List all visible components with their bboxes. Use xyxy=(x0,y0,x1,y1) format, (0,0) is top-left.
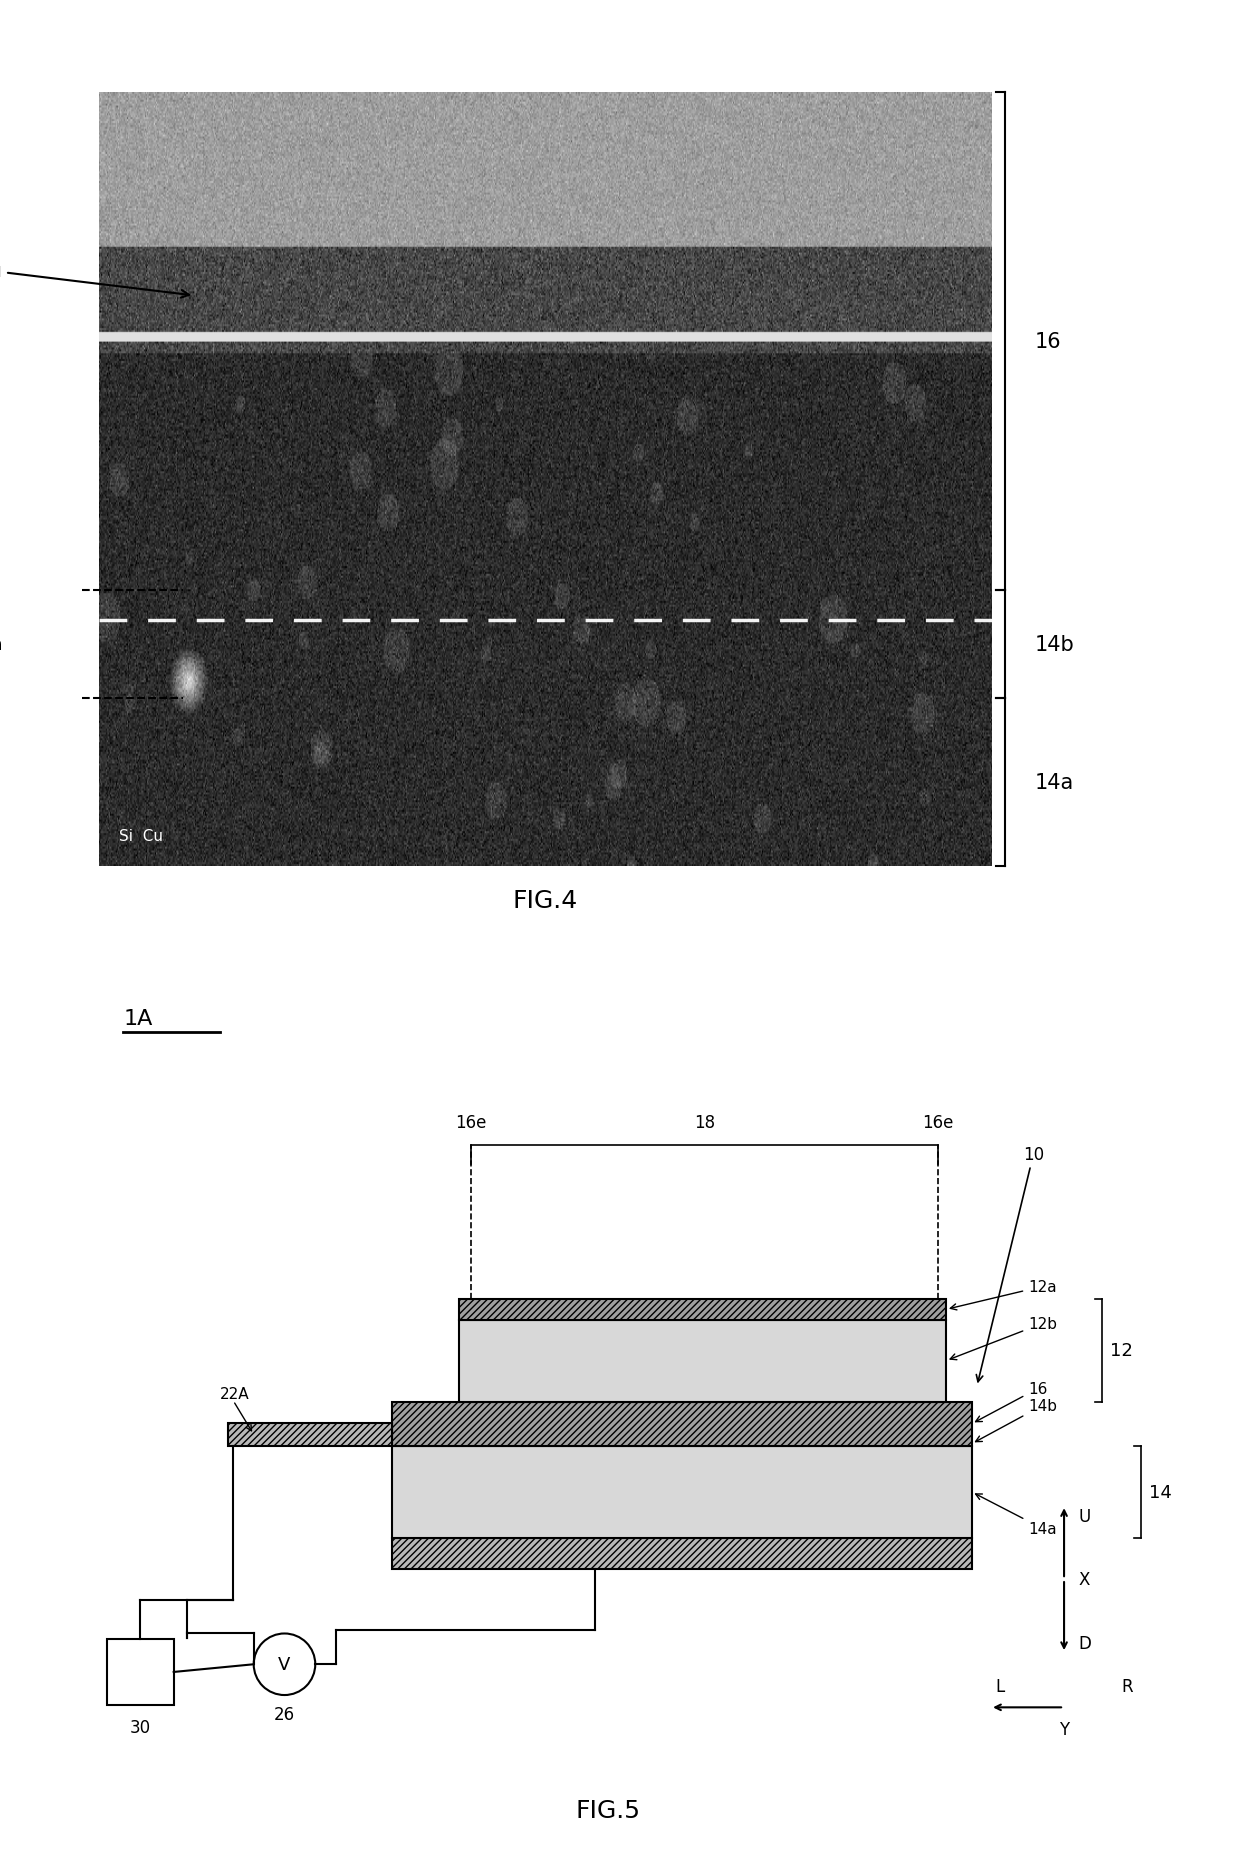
Text: 10: 10 xyxy=(976,1144,1044,1381)
Bar xyxy=(459,1299,946,1320)
Text: FIG.5: FIG.5 xyxy=(575,1799,640,1821)
Text: 22A: 22A xyxy=(219,1387,249,1402)
Text: X: X xyxy=(1079,1569,1090,1588)
Text: 16e: 16e xyxy=(923,1113,954,1131)
Text: 14b: 14b xyxy=(1034,634,1074,654)
Text: 16: 16 xyxy=(1034,332,1061,352)
Text: 16e: 16e xyxy=(455,1113,487,1131)
Bar xyxy=(392,1446,972,1538)
Text: Si  Cu: Si Cu xyxy=(119,829,164,844)
Text: 12: 12 xyxy=(1110,1342,1133,1359)
Text: 14b: 14b xyxy=(976,1398,1058,1443)
Text: U: U xyxy=(1079,1506,1091,1525)
Text: D: D xyxy=(1079,1635,1091,1652)
Bar xyxy=(392,1538,972,1569)
Text: 14a: 14a xyxy=(976,1495,1056,1536)
Bar xyxy=(107,1638,174,1706)
Bar xyxy=(459,1320,946,1402)
Text: Y: Y xyxy=(1059,1720,1069,1737)
Text: Cu: Cu xyxy=(0,263,188,298)
Bar xyxy=(392,1402,972,1446)
Text: L: L xyxy=(996,1678,1006,1694)
Text: V: V xyxy=(278,1655,290,1674)
Text: 26: 26 xyxy=(274,1706,295,1724)
Text: FIG.4: FIG.4 xyxy=(513,889,578,911)
Text: 14: 14 xyxy=(1149,1484,1172,1501)
Text: 12a: 12a xyxy=(950,1279,1056,1310)
Text: 30: 30 xyxy=(130,1719,151,1735)
Text: 10μm: 10μm xyxy=(0,636,2,654)
Text: 12b: 12b xyxy=(950,1316,1058,1361)
Text: 14a: 14a xyxy=(1034,774,1074,792)
Text: 1A: 1A xyxy=(124,1008,153,1029)
Text: R: R xyxy=(1122,1678,1133,1694)
Bar xyxy=(228,1424,392,1446)
Text: 16: 16 xyxy=(976,1381,1048,1422)
Text: 18: 18 xyxy=(694,1113,715,1131)
